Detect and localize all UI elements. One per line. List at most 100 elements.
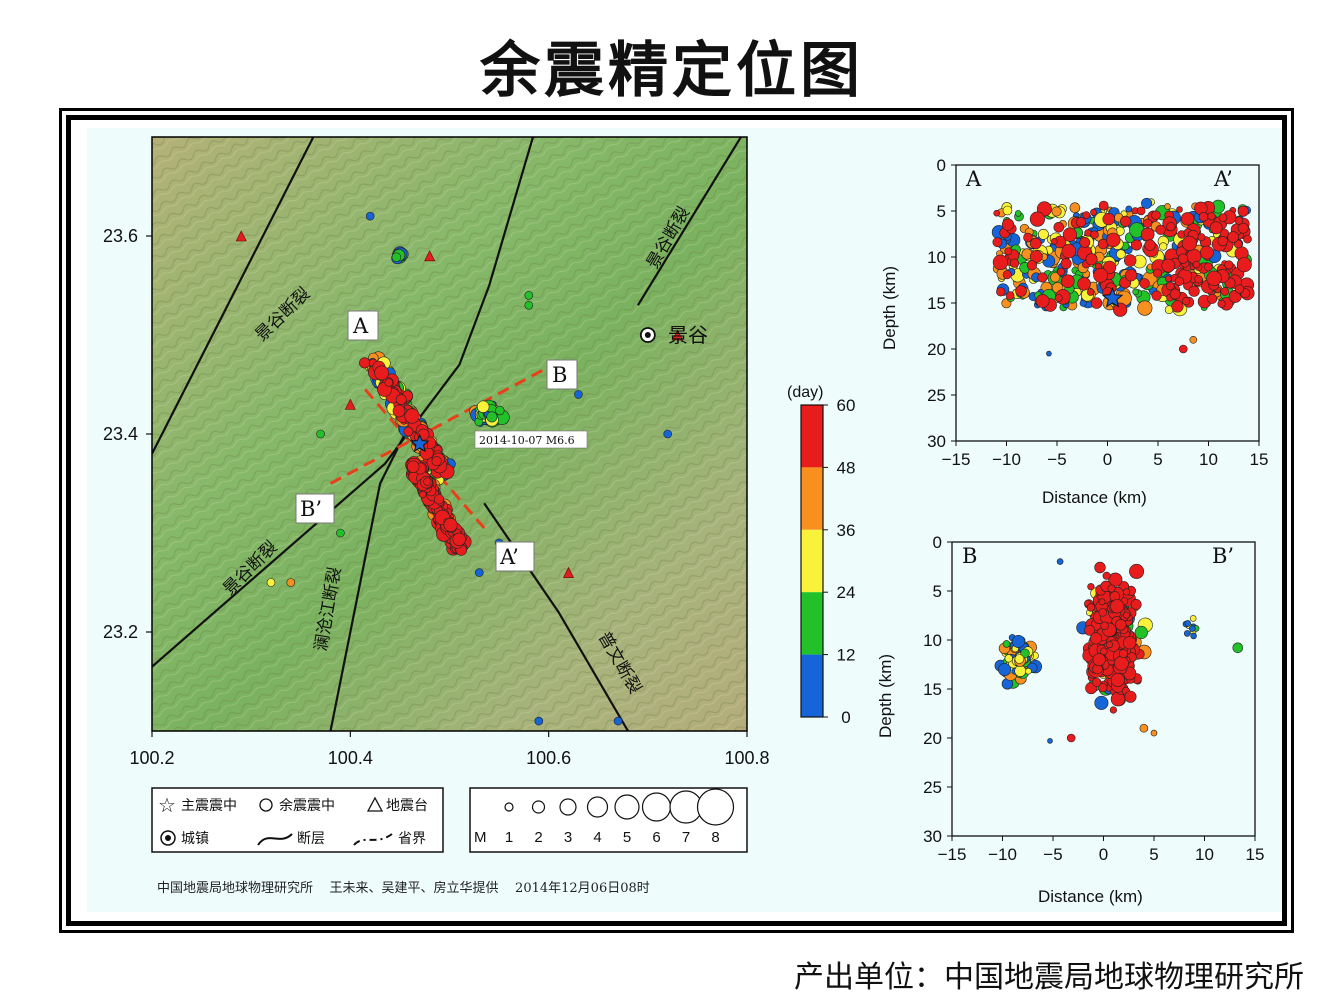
profile-event-point — [1046, 350, 1052, 357]
fault-line-2 — [329, 423, 411, 731]
map-event-point — [365, 211, 375, 221]
map-event-point — [404, 408, 420, 424]
profile-x-tick-label: −10 — [992, 450, 1021, 469]
colorbar: 0 12 24 36 48 60 — [800, 396, 855, 727]
map-event-point — [431, 456, 442, 467]
profile-event-point — [992, 237, 1003, 248]
profile-x-tick-label: −15 — [938, 845, 967, 864]
map-event-point — [392, 404, 406, 418]
profile-event-point — [1102, 212, 1115, 226]
colorbar-segment — [801, 467, 823, 530]
legend-city: 城镇 — [181, 831, 209, 847]
magnitude-circle-icon — [586, 796, 609, 818]
profile-x-tick-label: −5 — [1047, 450, 1066, 469]
map-event-point — [374, 365, 389, 381]
profile-event-point — [1038, 228, 1049, 240]
profile-label-A-prime: A’ — [499, 545, 519, 569]
profile-event-point — [1005, 291, 1015, 300]
profile-event-point — [1183, 630, 1191, 637]
profile-event-point — [1171, 300, 1184, 313]
profile-event-point — [1166, 222, 1176, 232]
profile-event-point — [1217, 236, 1228, 247]
profile-event-point — [1069, 202, 1081, 213]
profile-event-point — [1113, 302, 1128, 317]
map-credit: 中国地震局地球物理研究所 王未来、吴建平、房立华提供 2014年12月06日08… — [157, 880, 650, 896]
map-event-point — [423, 477, 432, 486]
profile-event-point — [1004, 247, 1013, 256]
profile-x-tick-label: 5 — [1149, 845, 1158, 864]
profile-event-point — [1029, 211, 1045, 227]
profile-event-point — [1124, 269, 1138, 282]
profile-aa-left-label: A — [965, 167, 982, 191]
colorbar-tick-label: 0 — [841, 708, 850, 727]
profile-event-point — [1139, 723, 1149, 733]
profile-event-point — [1177, 253, 1189, 264]
profile-event-point — [1094, 695, 1109, 710]
profile-event-point — [1192, 260, 1201, 269]
city-marker-dot-icon — [644, 332, 651, 338]
page-title: 余震精定位图 — [480, 36, 864, 106]
colorbar-segment — [801, 592, 823, 655]
profile-event-point — [1109, 706, 1117, 714]
profile-event-point — [1035, 294, 1050, 308]
triangle-legend-icon — [366, 796, 384, 812]
profile-y-tick-label: 30 — [927, 432, 946, 451]
profile-x-tick-label: −15 — [942, 450, 971, 469]
profile-event-point — [1232, 642, 1244, 654]
profile-event-point — [1075, 217, 1087, 228]
profile-event-point — [1061, 274, 1075, 289]
profile-event-point — [1009, 258, 1020, 268]
star-legend-icon: ☆ — [158, 793, 176, 817]
profile-x-tick-label: −10 — [988, 845, 1017, 864]
profile-event-point — [1092, 653, 1106, 667]
profile-event-point — [1198, 212, 1209, 222]
colorbar-segment — [801, 405, 823, 468]
map-event-point — [495, 405, 505, 416]
boundary-legend-icon — [353, 833, 393, 846]
map-event-point — [316, 429, 325, 439]
city-legend-icon — [160, 830, 176, 846]
profile-y-tick-label: 0 — [933, 533, 942, 552]
profile-event-point — [1014, 654, 1025, 664]
relief-map — [152, 137, 747, 731]
profile-event-point — [1118, 649, 1128, 659]
profile-event-point — [992, 254, 1009, 270]
profile-event-point — [1086, 288, 1095, 296]
profile-bb-xlabel: Distance (km) — [1038, 887, 1143, 906]
magnitude-circle-icon — [696, 788, 735, 826]
profile-bb-right-label: B’ — [1212, 544, 1234, 568]
map-y-tick-label: 23.2 — [103, 622, 138, 642]
profile-event-point — [1123, 611, 1131, 619]
profile-event-point — [1062, 227, 1077, 242]
profile-event-point — [1234, 284, 1245, 294]
profile-label-B: B — [552, 363, 567, 387]
profile-event-point — [1140, 227, 1155, 242]
profile-event-point — [1026, 260, 1037, 271]
profile-event-point — [1189, 335, 1198, 344]
profile-y-tick-label: 5 — [937, 202, 946, 221]
profile-bb-plot: −15 −10 −5 0 5 10 15 0 5 10 15 20 25 30 — [923, 533, 1264, 864]
profile-event-point — [1050, 272, 1061, 283]
map-event-point — [391, 252, 402, 262]
map-event-point — [534, 716, 544, 726]
profile-event-point — [1207, 212, 1216, 221]
profile-y-tick-label: 15 — [927, 294, 946, 313]
fault-line-3 — [483, 502, 629, 731]
profile-event-point — [1066, 733, 1076, 743]
profile-event-point — [1141, 197, 1153, 209]
fault-line-1 — [152, 137, 535, 668]
profile-event-point — [1123, 254, 1137, 267]
legend-station: 地震台 — [386, 798, 428, 814]
profile-event-point — [1107, 584, 1116, 593]
profile-event-point — [1116, 249, 1126, 259]
profile-y-tick-label: 25 — [927, 386, 946, 405]
profile-event-point — [1137, 300, 1153, 316]
profile-event-point — [1169, 288, 1181, 300]
profile-y-tick-label: 30 — [923, 827, 942, 846]
profile-event-point — [996, 287, 1006, 297]
profile-event-point — [1029, 250, 1043, 263]
profile-event-point — [1243, 234, 1252, 244]
profile-event-point — [1142, 218, 1153, 229]
profile-label-B-prime: B’ — [300, 497, 322, 521]
profile-event-point — [1084, 624, 1095, 636]
